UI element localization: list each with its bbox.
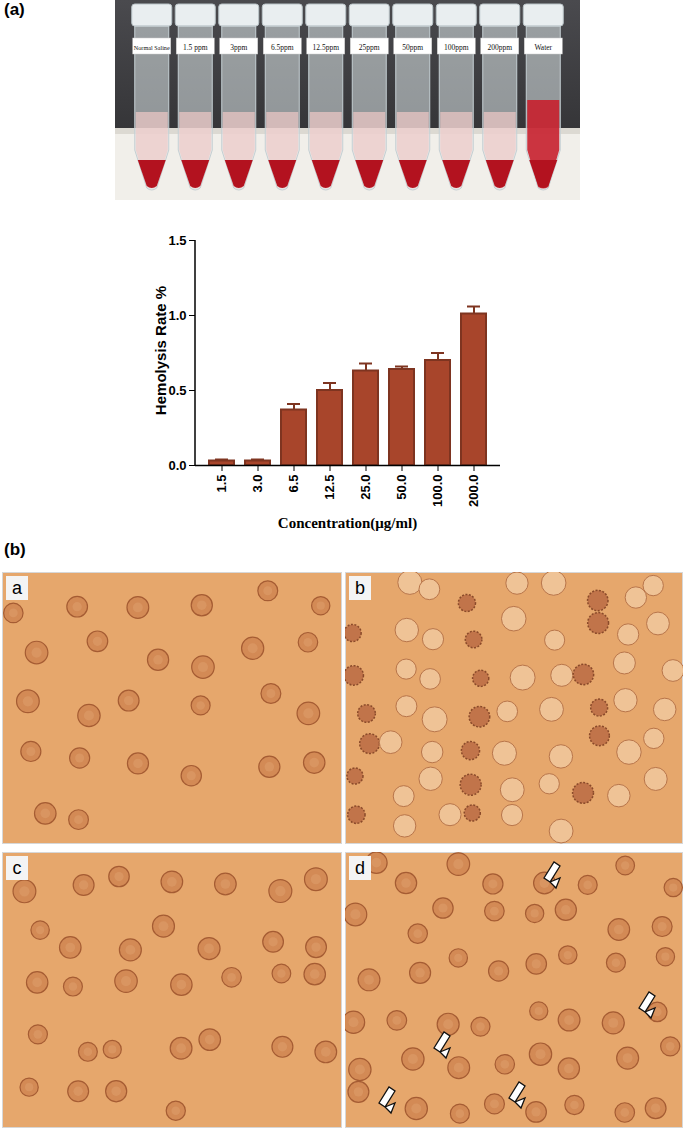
svg-text:Normal Saline: Normal Saline	[134, 44, 170, 51]
svg-text:3ppm: 3ppm	[230, 43, 247, 52]
svg-text:6.5: 6.5	[286, 475, 301, 493]
svg-text:1.5 ppm: 1.5 ppm	[183, 43, 208, 52]
svg-text:50.0: 50.0	[394, 475, 409, 500]
svg-text:50ppm: 50ppm	[402, 43, 423, 52]
svg-text:100.0: 100.0	[430, 475, 445, 508]
svg-text:c: c	[13, 858, 22, 878]
svg-text:1.5: 1.5	[214, 475, 229, 493]
svg-text:12.5: 12.5	[322, 475, 337, 500]
svg-text:d: d	[355, 858, 365, 878]
html-text:(b): (b)	[4, 540, 26, 559]
svg-text:25.0: 25.0	[358, 475, 373, 500]
html-text:Hemolysis Rate %: Hemolysis Rate %	[151, 285, 169, 416]
svg-text:12.5ppm: 12.5ppm	[313, 43, 340, 52]
svg-text:1.5: 1.5	[168, 233, 186, 248]
svg-text:0.5: 0.5	[168, 383, 186, 398]
svg-text:0.0: 0.0	[168, 458, 186, 473]
svg-text:200ppm: 200ppm	[487, 43, 512, 52]
html-text:(a): (a)	[4, 0, 25, 19]
svg-text:1.0: 1.0	[168, 308, 186, 323]
svg-text:100ppm: 100ppm	[444, 43, 469, 52]
svg-text:200.0: 200.0	[466, 475, 481, 508]
svg-text:a: a	[12, 578, 23, 598]
html-text:Concentration(μg/ml): Concentration(μg/ml)	[277, 515, 418, 531]
svg-text:Water: Water	[534, 43, 552, 52]
svg-text:b: b	[355, 578, 365, 598]
svg-text:3.0: 3.0	[250, 475, 265, 493]
svg-text:6.5ppm: 6.5ppm	[271, 43, 294, 52]
svg-text:25ppm: 25ppm	[359, 43, 380, 52]
